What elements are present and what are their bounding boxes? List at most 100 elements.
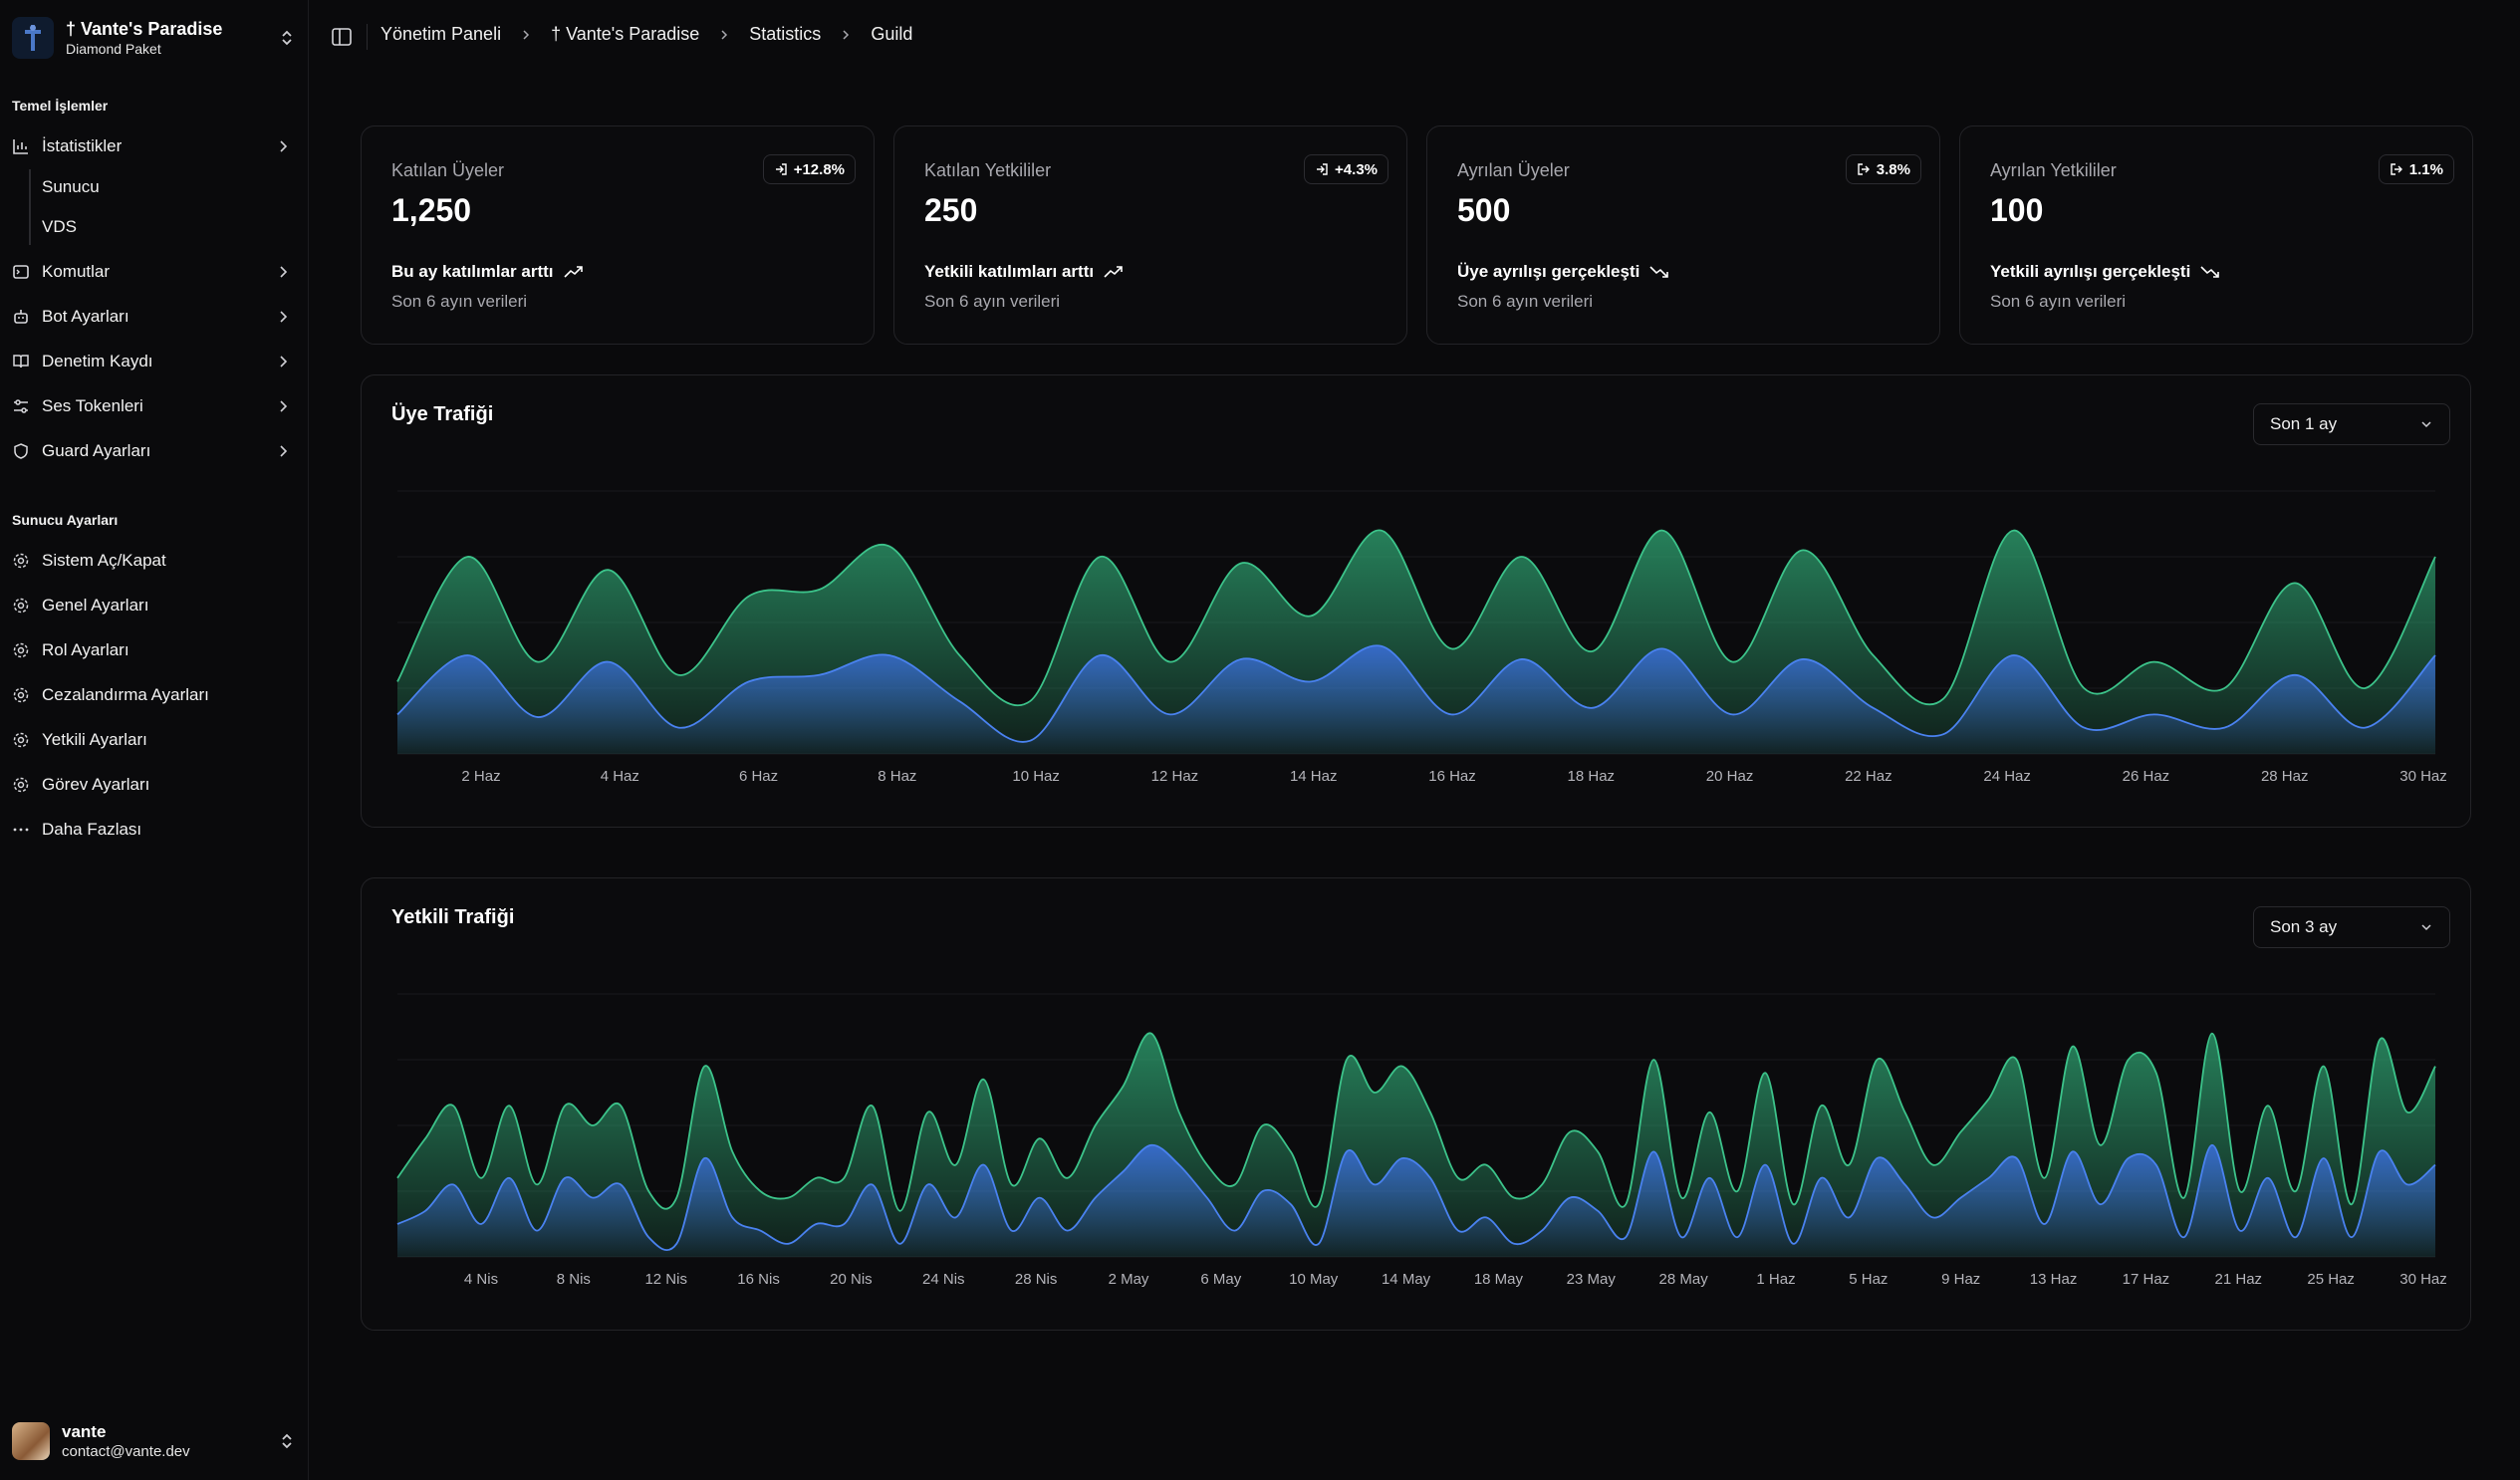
sidebar-item-istatistikler[interactable]: İstatistikler bbox=[12, 127, 297, 165]
range-select[interactable]: Son 3 ay bbox=[2253, 906, 2450, 948]
stat-badge-label: +12.8% bbox=[793, 160, 845, 178]
stat-trend: Bu ay katılımlar arttı bbox=[391, 262, 584, 282]
sidebar-item-rol[interactable]: Rol Ayarları bbox=[12, 631, 297, 669]
sidebar-subitem-vds[interactable]: VDS bbox=[42, 217, 77, 236]
sidebar-subitem-sunucu[interactable]: Sunucu bbox=[42, 177, 100, 196]
chevron-right-icon bbox=[280, 400, 288, 412]
chevron-right-icon bbox=[721, 29, 728, 40]
user-menu[interactable]: vante contact@vante.dev bbox=[12, 1418, 297, 1464]
gear-icon bbox=[12, 776, 30, 794]
trending-down-icon bbox=[1649, 266, 1669, 278]
x-tick-label: 16 Nis bbox=[737, 1271, 780, 1288]
log-out-icon bbox=[1858, 163, 1870, 175]
range-select[interactable]: Son 1 ay bbox=[2253, 403, 2450, 445]
sidebar-item-cezalandirma[interactable]: Cezalandırma Ayarları bbox=[12, 676, 297, 714]
stat-badge: 3.8% bbox=[1845, 154, 1921, 184]
avatar bbox=[12, 1422, 50, 1460]
x-tick-label: 10 May bbox=[1289, 1271, 1339, 1288]
stat-foot: Son 6 ayın verileri bbox=[924, 292, 1061, 311]
stat-card: Ayrılan Üyeler 500 3.8% Üye ayrılışı ger… bbox=[1426, 125, 1940, 345]
x-tick-label: 25 Haz bbox=[2307, 1271, 2355, 1288]
bar-chart-icon bbox=[12, 137, 30, 155]
x-tick-label: 28 Haz bbox=[2261, 768, 2309, 785]
sidebar-item-yetkili[interactable]: Yetkili Ayarları bbox=[12, 721, 297, 759]
stat-card: Katılan Yetkililer 250 +4.3% Yetkili kat… bbox=[893, 125, 1407, 345]
x-tick-label: 30 Haz bbox=[2399, 1271, 2447, 1288]
x-tick-label: 23 May bbox=[1567, 1271, 1617, 1288]
area-chart: 2 Haz 4 Haz 6 Haz 8 Haz 10 Haz 12 Haz 14 Haz 16… bbox=[396, 490, 2447, 785]
sidebar-item-genel[interactable]: Genel Ayarları bbox=[12, 587, 297, 624]
sidebar-item-sistem[interactable]: Sistem Aç/Kapat bbox=[12, 542, 297, 580]
breadcrumb-item[interactable]: Statistics bbox=[749, 24, 822, 44]
x-tick-label: 10 Haz bbox=[1012, 768, 1060, 785]
sidebar-item-guard-ayarlari[interactable]: Guard Ayarları bbox=[12, 432, 297, 470]
chevron-right-icon bbox=[280, 311, 288, 323]
x-tick-label: 1 Haz bbox=[1756, 1271, 1795, 1288]
x-tick-label: 6 May bbox=[1200, 1271, 1241, 1288]
sidebar-item-label: Genel Ayarları bbox=[42, 596, 149, 615]
breadcrumb-item[interactable]: † Vante's Paradise bbox=[551, 24, 700, 44]
x-tick-label: 2 May bbox=[1109, 1271, 1149, 1288]
more-horizontal-icon bbox=[12, 821, 30, 839]
sidebar-item-label: Sistem Aç/Kapat bbox=[42, 551, 166, 570]
log-out-icon bbox=[2391, 163, 2402, 175]
sidebar-item-label: Cezalandırma Ayarları bbox=[42, 685, 209, 704]
stat-foot: Son 6 ayın verileri bbox=[391, 292, 528, 311]
stat-trend-label: Yetkili ayrılışı gerçekleşti bbox=[1990, 262, 2191, 281]
terminal-icon bbox=[12, 263, 30, 281]
x-tick-label: 12 Haz bbox=[1151, 768, 1199, 785]
sidebar-item-bot-ayarlari[interactable]: Bot Ayarları bbox=[12, 298, 297, 336]
sidebar-item-ses-tokenleri[interactable]: Ses Tokenleri bbox=[12, 387, 297, 425]
area-chart: 4 Nis 8 Nis 12 Nis 16 Nis 20 Nis 24 Nis 28 Nis… bbox=[396, 993, 2447, 1288]
group-label-temel: Temel İşlemler bbox=[12, 98, 109, 114]
stat-title: Katılan Üyeler bbox=[391, 160, 505, 180]
x-tick-label: 8 Nis bbox=[557, 1271, 591, 1288]
x-tick-label: 5 Haz bbox=[1849, 1271, 1888, 1288]
range-select-value: Son 1 ay bbox=[2270, 414, 2338, 433]
breadcrumb-item[interactable]: Yönetim Paneli bbox=[380, 24, 502, 44]
sidebar-item-daha-fazlasi[interactable]: Daha Fazlası bbox=[12, 811, 297, 849]
chevron-right-icon bbox=[280, 445, 288, 457]
x-tick-label: 21 Haz bbox=[2215, 1271, 2263, 1288]
x-tick-label: 4 Nis bbox=[464, 1271, 498, 1288]
x-tick-label: 6 Haz bbox=[739, 768, 778, 785]
log-in-icon bbox=[1317, 163, 1328, 175]
sidebar-item-label: Guard Ayarları bbox=[42, 441, 151, 460]
sidebar-item-label: Görev Ayarları bbox=[42, 775, 150, 794]
chart-panel-yetkili: 4 Nis 8 Nis 12 Nis 16 Nis 20 Nis 24 Nis 28 Nis… bbox=[361, 877, 2471, 1331]
sidebar-item-label: Rol Ayarları bbox=[42, 640, 129, 659]
workspace-name: † Vante's Paradise bbox=[66, 19, 223, 39]
stat-card: Ayrılan Yetkililer 100 1.1% Yetkili ayrı… bbox=[1959, 125, 2473, 345]
header-divider bbox=[367, 24, 368, 50]
log-in-icon bbox=[775, 163, 787, 175]
sidebar-item-komutlar[interactable]: Komutlar bbox=[12, 253, 297, 291]
workspace-switcher[interactable]: † Vante's Paradise Diamond Paket bbox=[12, 14, 297, 62]
series-line bbox=[396, 1143, 2436, 1252]
stat-badge-label: +4.3% bbox=[1335, 160, 1378, 178]
x-tick-label: 30 Haz bbox=[2399, 768, 2447, 785]
trending-up-icon bbox=[563, 266, 583, 278]
x-tick-label: 28 Nis bbox=[1015, 1271, 1058, 1288]
stat-trend-label: Yetkili katılımları arttı bbox=[924, 262, 1095, 281]
sidebar-item-gorev[interactable]: Görev Ayarları bbox=[12, 766, 297, 804]
stat-value: 250 bbox=[924, 192, 978, 228]
range-select-value: Son 3 ay bbox=[2270, 917, 2338, 936]
sliders-icon bbox=[12, 397, 30, 415]
x-tick-label: 18 Haz bbox=[1568, 768, 1616, 785]
stat-trend: Yetkili katılımları arttı bbox=[924, 262, 1124, 282]
stat-title: Ayrılan Üyeler bbox=[1457, 160, 1570, 180]
sidebar-item-label: Yetkili Ayarları bbox=[42, 730, 147, 749]
chart-title: Yetkili Trafiği bbox=[391, 906, 515, 928]
series-area bbox=[397, 1144, 2435, 1257]
sidebar-toggle-icon[interactable] bbox=[331, 26, 353, 48]
chevron-right-icon bbox=[280, 140, 288, 152]
series-line bbox=[396, 644, 2436, 743]
book-icon bbox=[12, 353, 30, 370]
stat-value: 500 bbox=[1457, 192, 1511, 228]
stat-badge-label: 1.1% bbox=[2408, 160, 2443, 178]
x-tick-label: 20 Nis bbox=[830, 1271, 873, 1288]
x-tick-label: 24 Nis bbox=[922, 1271, 965, 1288]
x-tick-label: 28 May bbox=[1659, 1271, 1709, 1288]
chevron-right-icon bbox=[523, 29, 530, 40]
sidebar-item-denetim-kaydi[interactable]: Denetim Kaydı bbox=[12, 343, 297, 380]
